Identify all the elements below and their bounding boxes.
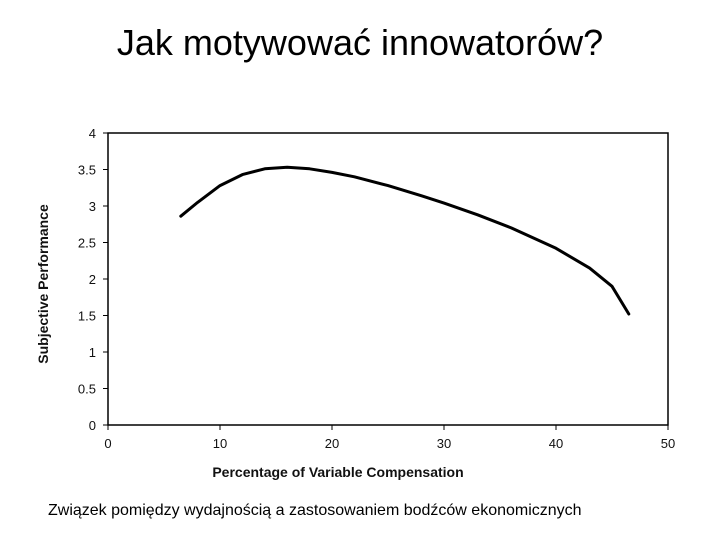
chart-caption: Związek pomiędzy wydajnością a zastosowa… xyxy=(48,502,582,519)
x-axis-title: Percentage of Variable Compensation xyxy=(212,464,463,480)
x-tick-label: 20 xyxy=(325,436,339,451)
x-tick-label: 50 xyxy=(661,436,675,451)
plot-frame xyxy=(107,132,669,426)
y-tick-label: 2 xyxy=(89,272,96,287)
x-tick-label: 30 xyxy=(437,436,451,451)
x-tick-label: 40 xyxy=(549,436,563,451)
series-line xyxy=(179,165,631,316)
y-tick-label: 3.5 xyxy=(78,163,96,178)
slide-title: Jak motywować innowatorów? xyxy=(116,22,604,63)
y-tick-label: 4 xyxy=(89,126,96,141)
y-tick-label: 2.5 xyxy=(78,236,96,251)
y-axis: 0 0.5 1 1.5 2 2.5 3 3.5 4 xyxy=(78,126,108,433)
x-tick-label: 0 xyxy=(104,436,111,451)
y-tick-label: 0 xyxy=(89,418,96,433)
y-tick-label: 0.5 xyxy=(78,382,96,397)
y-axis-title: Subjective Performance xyxy=(35,204,51,364)
x-tick-label: 10 xyxy=(213,436,227,451)
chart: 0 0.5 1 1.5 2 2.5 3 3.5 4 0 10 20 30 40 50 Percentage… xyxy=(35,126,675,480)
y-tick-label: 3 xyxy=(89,199,96,214)
x-axis: 0 10 20 30 40 50 xyxy=(104,425,675,451)
y-tick-label: 1 xyxy=(89,345,96,360)
y-tick-label: 1.5 xyxy=(78,309,96,324)
